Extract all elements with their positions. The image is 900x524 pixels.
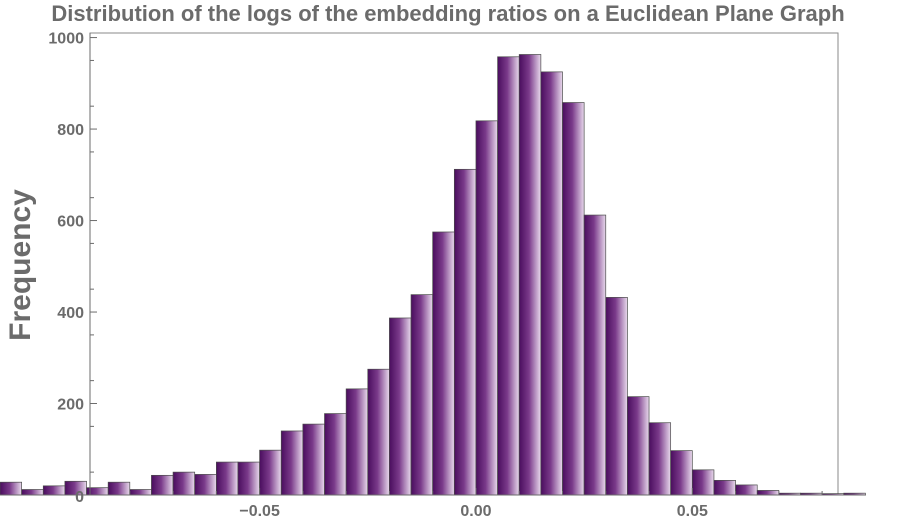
histogram-bar: [389, 317, 412, 496]
histogram-bar: [497, 56, 520, 496]
histogram-bar: [259, 449, 282, 496]
y-tick-label: 1000: [48, 31, 84, 48]
histogram-bar: [216, 461, 239, 496]
histogram-bar: [713, 480, 736, 496]
y-tick-label: 0: [75, 489, 84, 506]
histogram-bar: [345, 388, 369, 496]
chart-title: Distribution of the logs of the embeddin…: [51, 1, 844, 26]
histogram-bar: [42, 485, 66, 496]
histogram-bar: [151, 474, 174, 496]
histogram-bar: [280, 430, 304, 496]
histogram-bar: [648, 422, 672, 496]
histogram-bar: [518, 54, 542, 496]
bars-group: [0, 54, 866, 496]
histogram-bar: [194, 474, 217, 496]
histogram-bar: [432, 231, 455, 496]
histogram-bar: [172, 471, 196, 496]
histogram-bar: [237, 461, 260, 496]
histogram-bar: [583, 214, 607, 496]
histogram-bar: [107, 481, 131, 496]
x-tick-label: −0.05: [239, 503, 280, 520]
histogram-bar: [21, 489, 44, 496]
y-tick-label: 200: [57, 397, 84, 414]
x-ticks-group: −0.05 0.00 0.05: [129, 488, 823, 520]
histogram-bar: [735, 484, 758, 496]
x-tick-label: 0.05: [677, 503, 708, 520]
histogram-bar: [0, 481, 22, 496]
y-tick-label: 800: [57, 122, 84, 139]
histogram-bar: [453, 168, 477, 496]
histogram-bar: [475, 120, 498, 496]
histogram-bar: [302, 423, 325, 496]
histogram-bar: [562, 102, 585, 496]
y-tick-label: 400: [57, 305, 84, 322]
histogram-bar: [540, 71, 563, 496]
histogram-bar: [627, 396, 650, 496]
histogram-bar: [129, 489, 152, 496]
histogram-bar: [367, 368, 390, 496]
y-tick-label: 600: [57, 214, 84, 231]
y-ticks-group: 0 200 400 600 800 1000: [48, 31, 97, 506]
histogram-bar: [410, 294, 434, 496]
histogram-bar: [756, 490, 780, 496]
x-tick-label: 0.00: [460, 503, 491, 520]
y-axis-label: Frequency: [4, 189, 37, 341]
histogram-bar: [324, 413, 347, 496]
histogram-bar: [605, 297, 628, 496]
histogram-bar: [670, 450, 693, 496]
histogram-bar: [691, 469, 715, 496]
